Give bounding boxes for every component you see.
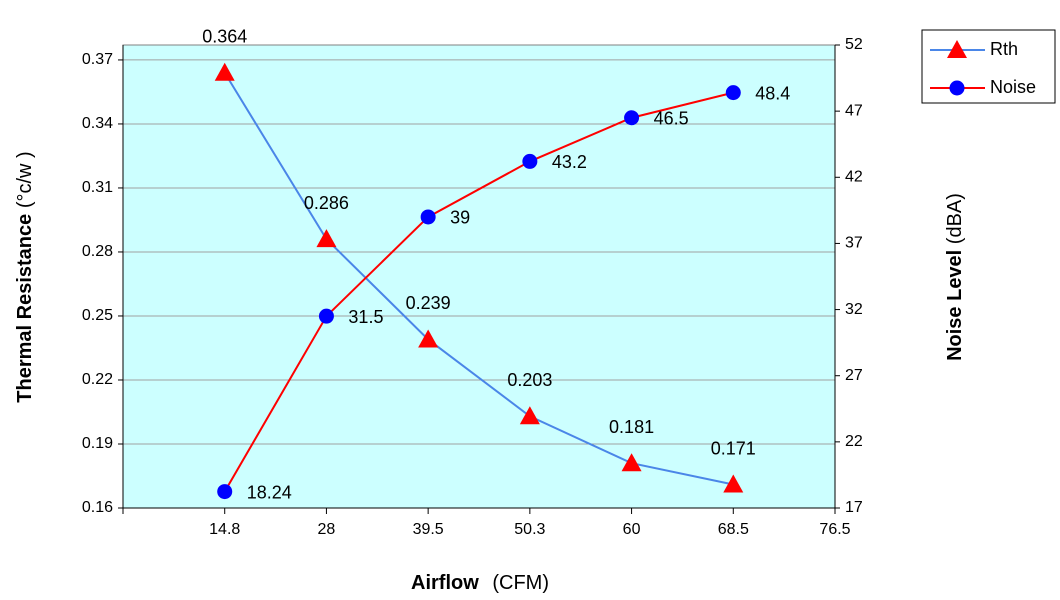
data-label: 18.24 [247, 482, 292, 502]
marker [316, 229, 337, 248]
data-label: 0.286 [304, 193, 349, 213]
legend-label: Noise [990, 77, 1036, 97]
y2-tick-label: 27 [845, 367, 863, 384]
data-label: 0.239 [406, 293, 451, 313]
y-tick-label: 0.37 [82, 51, 113, 68]
x-axis-title: Airflow (CFM) [411, 572, 549, 594]
data-label: 0.181 [609, 417, 654, 437]
y2-tick-label: 22 [845, 433, 863, 450]
y-tick-label: 0.16 [82, 499, 113, 516]
data-label: 48.4 [755, 83, 790, 103]
x-label: Airflow [411, 572, 479, 594]
y-tick-label: 0.19 [82, 435, 113, 452]
y2-tick-label: 32 [845, 301, 863, 318]
data-label: 43.2 [552, 152, 587, 172]
x-tick-label: 28 [318, 521, 336, 538]
y-tick-label: 0.31 [82, 179, 113, 196]
marker [418, 329, 439, 348]
x-tick-label: 68.5 [718, 521, 749, 538]
data-label: 46.5 [654, 109, 689, 129]
legend: Rth Noise [921, 29, 1056, 104]
marker [519, 406, 540, 425]
data-label: 0.203 [507, 370, 552, 390]
y-axis-title: Thermal Resistance (°c/w ) [14, 151, 36, 402]
legend-label: Rth [990, 39, 1018, 59]
y-tick-label: 0.22 [82, 371, 113, 388]
plot-area [122, 44, 836, 509]
y2-label: Noise Level [944, 250, 966, 361]
marker [420, 209, 436, 225]
data-label: 0.171 [711, 438, 756, 458]
y2-label-unit: (dBA) [944, 193, 966, 244]
y2-tick-label: 17 [845, 499, 863, 516]
marker [214, 62, 235, 81]
y-tick-label: 0.28 [82, 243, 113, 260]
marker [621, 453, 642, 472]
marker [725, 85, 741, 101]
y2-tick-label: 47 [845, 102, 863, 119]
marker [318, 308, 334, 324]
x-tick-label: 60 [623, 521, 641, 538]
x-tick-label: 50.3 [514, 521, 545, 538]
y2-tick-label: 37 [845, 235, 863, 252]
x-label-unit: (CFM) [492, 572, 549, 594]
legend-box [921, 29, 1056, 104]
x-tick-label: 14.8 [209, 521, 240, 538]
data-label: 0.364 [202, 26, 247, 46]
y2-axis-title: Noise Level (dBA) [944, 193, 966, 361]
marker [723, 474, 744, 493]
series-line [223, 72, 734, 486]
y-label-unit: (°c/w ) [14, 151, 36, 208]
y2-tick-label: 42 [845, 169, 863, 186]
marker [624, 110, 640, 126]
y-label: Thermal Resistance [14, 214, 36, 403]
marker [217, 484, 233, 500]
y2-tick-label: 52 [845, 36, 863, 53]
series-line [223, 91, 734, 493]
y-tick-label: 0.34 [82, 115, 113, 132]
data-label: 39 [450, 208, 470, 228]
marker [949, 80, 965, 96]
x-tick-label: 76.5 [819, 521, 850, 538]
marker [947, 40, 967, 58]
x-tick-label: 39.5 [413, 521, 444, 538]
marker [522, 153, 538, 169]
data-label: 31.5 [348, 307, 383, 327]
y-tick-label: 0.25 [82, 307, 113, 324]
